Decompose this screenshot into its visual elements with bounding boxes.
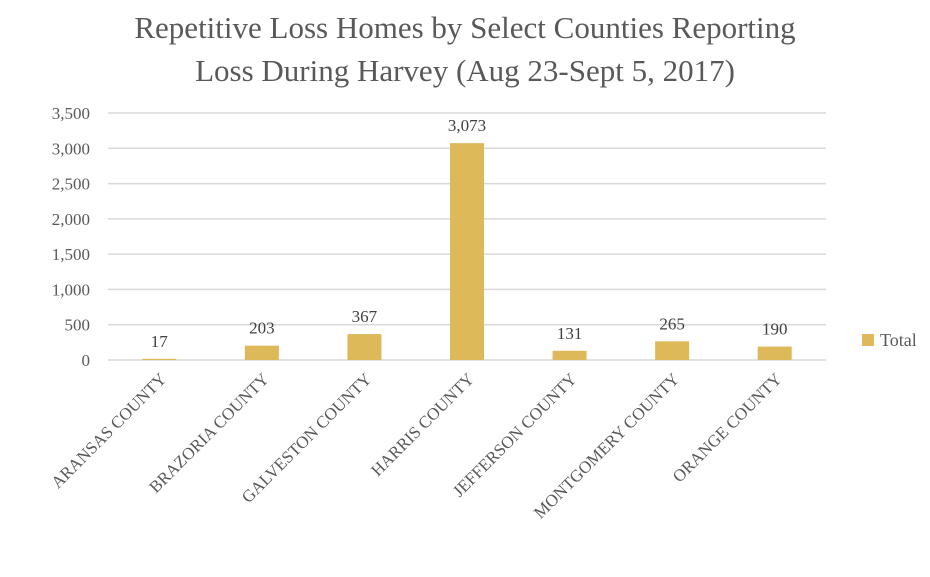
bar — [450, 143, 484, 360]
data-labels: 17 203 367 3,073 131 265 190 — [151, 116, 788, 351]
chart-title-line-2: Loss During Harvey (Aug 23-Sept 5, 2017) — [195, 53, 735, 88]
data-label: 265 — [659, 314, 685, 333]
y-axis-tick-labels: 0 500 1,000 1,500 2,000 2,500 3,000 3,500 — [52, 104, 90, 370]
y-tick-label: 1,500 — [52, 245, 90, 264]
bar — [655, 341, 690, 360]
data-label: 190 — [762, 320, 788, 339]
data-label: 203 — [249, 319, 275, 338]
x-category-label: ARANSAS COUNTY — [47, 369, 170, 492]
x-category-label: ORANGE COUNTY — [669, 369, 786, 486]
data-label: 367 — [352, 307, 378, 326]
bars — [142, 143, 792, 360]
bar — [757, 346, 792, 360]
data-label: 3,073 — [448, 116, 486, 135]
bar — [347, 334, 382, 360]
y-tick-label: 3,500 — [52, 104, 90, 123]
y-tick-label: 0 — [82, 351, 91, 370]
x-category-label: HARRIS COUNTY — [367, 369, 478, 480]
bar — [142, 358, 177, 360]
bar — [552, 350, 587, 360]
y-tick-label: 1,000 — [52, 280, 90, 299]
bar — [244, 345, 279, 360]
y-tick-label: 2,000 — [52, 210, 90, 229]
data-label: 131 — [557, 324, 583, 343]
chart-title: Repetitive Loss Homes by Select Counties… — [0, 6, 930, 92]
data-label: 17 — [151, 332, 169, 351]
y-tick-label: 2,500 — [52, 175, 90, 194]
chart-title-line-1: Repetitive Loss Homes by Select Counties… — [134, 10, 796, 45]
legend-label-total: Total — [880, 330, 917, 350]
legend: Total — [862, 330, 917, 350]
legend-swatch — [862, 334, 874, 346]
y-tick-label: 500 — [65, 316, 91, 335]
y-tick-label: 3,000 — [52, 139, 90, 158]
